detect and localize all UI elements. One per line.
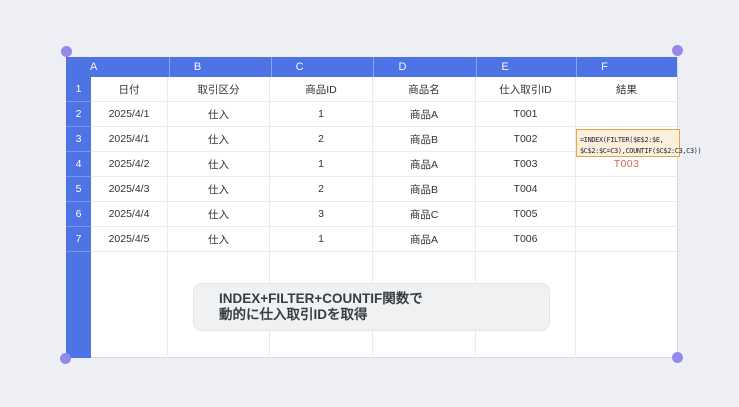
cell[interactable]: 商品名 bbox=[373, 77, 476, 102]
cell[interactable] bbox=[576, 227, 677, 252]
cell[interactable]: 2025/4/1 bbox=[91, 127, 168, 152]
grid-column-extension-f bbox=[576, 252, 677, 358]
row-number-4[interactable]: 4 bbox=[66, 152, 91, 177]
grid-rows: 日付 取引区分 商品ID 商品名 仕入取引ID 結果 2025/4/1 仕入 1 商品A T001 2… bbox=[91, 77, 677, 252]
formula-text: =INDEX(FILTER($E$2:$E, $C$2:$C=C3),COUNT… bbox=[580, 136, 702, 155]
cell[interactable]: 商品A bbox=[373, 227, 476, 252]
cell[interactable]: 商品B bbox=[373, 177, 476, 202]
cell[interactable]: 仕入 bbox=[168, 227, 270, 252]
gutter-filler bbox=[66, 252, 91, 358]
cell[interactable]: 2025/4/2 bbox=[91, 152, 168, 177]
grid-column-extension-a bbox=[91, 252, 168, 358]
table-row: 2025/4/1 仕入 1 商品A T001 bbox=[91, 102, 677, 127]
selection-handle-bottom-left[interactable] bbox=[60, 353, 71, 364]
caption-line1: INDEX+FILTER+COUNTIF関数で bbox=[219, 291, 423, 306]
grid-area: 日付 取引区分 商品ID 商品名 仕入取引ID 結果 2025/4/1 仕入 1 商品A T001 2… bbox=[91, 77, 677, 358]
cell[interactable]: 2 bbox=[270, 127, 373, 152]
cell[interactable]: 商品ID bbox=[270, 77, 373, 102]
table-row: 2025/4/4 仕入 3 商品C T005 bbox=[91, 202, 677, 227]
caption-box: INDEX+FILTER+COUNTIF関数で 動的に仕入取引IDを取得 bbox=[193, 283, 550, 331]
column-letter-d[interactable]: D bbox=[373, 57, 476, 77]
cell[interactable]: 1 bbox=[270, 102, 373, 127]
cell[interactable]: 仕入 bbox=[168, 152, 270, 177]
table-row: 2025/4/2 仕入 1 商品A T003 T003 bbox=[91, 152, 677, 177]
cell[interactable]: 結果 bbox=[576, 77, 677, 102]
formula-cell-highlight[interactable]: =INDEX(FILTER($E$2:$E, $C$2:$C=C3),COUNT… bbox=[576, 129, 702, 157]
column-letter-b[interactable]: B bbox=[168, 57, 271, 77]
table-row: 2025/4/5 仕入 1 商品A T006 bbox=[91, 227, 677, 252]
cell[interactable] bbox=[576, 102, 677, 127]
cell[interactable]: 2025/4/4 bbox=[91, 202, 168, 227]
cell[interactable]: T005 bbox=[476, 202, 576, 227]
cell[interactable]: 1 bbox=[270, 227, 373, 252]
column-letter-a[interactable]: A bbox=[90, 61, 98, 73]
column-letter-c[interactable]: C bbox=[270, 57, 374, 77]
cell[interactable]: T003 bbox=[476, 152, 576, 177]
cell[interactable]: 1 bbox=[270, 152, 373, 177]
cell[interactable]: 2025/4/1 bbox=[91, 102, 168, 127]
cell[interactable]: 仕入 bbox=[168, 127, 270, 152]
cell[interactable]: 商品A bbox=[373, 152, 476, 177]
table-row: 2025/4/3 仕入 2 商品B T004 bbox=[91, 177, 677, 202]
column-letter-e[interactable]: E bbox=[476, 57, 576, 77]
cell[interactable]: 仕入 bbox=[168, 102, 270, 127]
grid-column-extension-e bbox=[476, 252, 576, 358]
cell[interactable]: 商品C bbox=[373, 202, 476, 227]
cell[interactable]: 3 bbox=[270, 202, 373, 227]
result-cell[interactable]: T003 bbox=[576, 152, 677, 177]
cell[interactable] bbox=[576, 202, 677, 227]
cell[interactable]: T001 bbox=[476, 102, 576, 127]
cell[interactable]: T004 bbox=[476, 177, 576, 202]
cell[interactable]: T002 bbox=[476, 127, 576, 152]
cell[interactable]: 商品A bbox=[373, 102, 476, 127]
cell[interactable] bbox=[576, 177, 677, 202]
cell[interactable]: 取引区分 bbox=[168, 77, 270, 102]
table-row: 日付 取引区分 商品ID 商品名 仕入取引ID 結果 bbox=[91, 77, 677, 102]
cell[interactable]: T006 bbox=[476, 227, 576, 252]
selection-handle-top-right[interactable] bbox=[672, 45, 683, 56]
cell[interactable]: 仕入 bbox=[168, 177, 270, 202]
table-row: 2025/4/1 仕入 2 商品B T002 bbox=[91, 127, 677, 152]
row-number-7[interactable]: 7 bbox=[66, 227, 91, 252]
row-number-2[interactable]: 2 bbox=[66, 102, 91, 127]
row-number-5[interactable]: 5 bbox=[66, 177, 91, 202]
selection-handle-top-left[interactable] bbox=[61, 46, 72, 57]
cell[interactable]: 日付 bbox=[91, 77, 168, 102]
cell[interactable]: 2 bbox=[270, 177, 373, 202]
cell[interactable]: 仕入 bbox=[168, 202, 270, 227]
cell[interactable]: 商品B bbox=[373, 127, 476, 152]
cell[interactable]: 2025/4/3 bbox=[91, 177, 168, 202]
cell[interactable]: 仕入取引ID bbox=[476, 77, 576, 102]
cell[interactable]: 2025/4/5 bbox=[91, 227, 168, 252]
row-number-6[interactable]: 6 bbox=[66, 202, 91, 227]
column-letter-f[interactable]: F bbox=[576, 57, 677, 77]
row-number-3[interactable]: 3 bbox=[66, 127, 91, 152]
caption-line2: 動的に仕入取引IDを取得 bbox=[219, 307, 368, 322]
selection-handle-bottom-right[interactable] bbox=[672, 352, 683, 363]
row-number-1[interactable]: 1 bbox=[66, 77, 91, 102]
